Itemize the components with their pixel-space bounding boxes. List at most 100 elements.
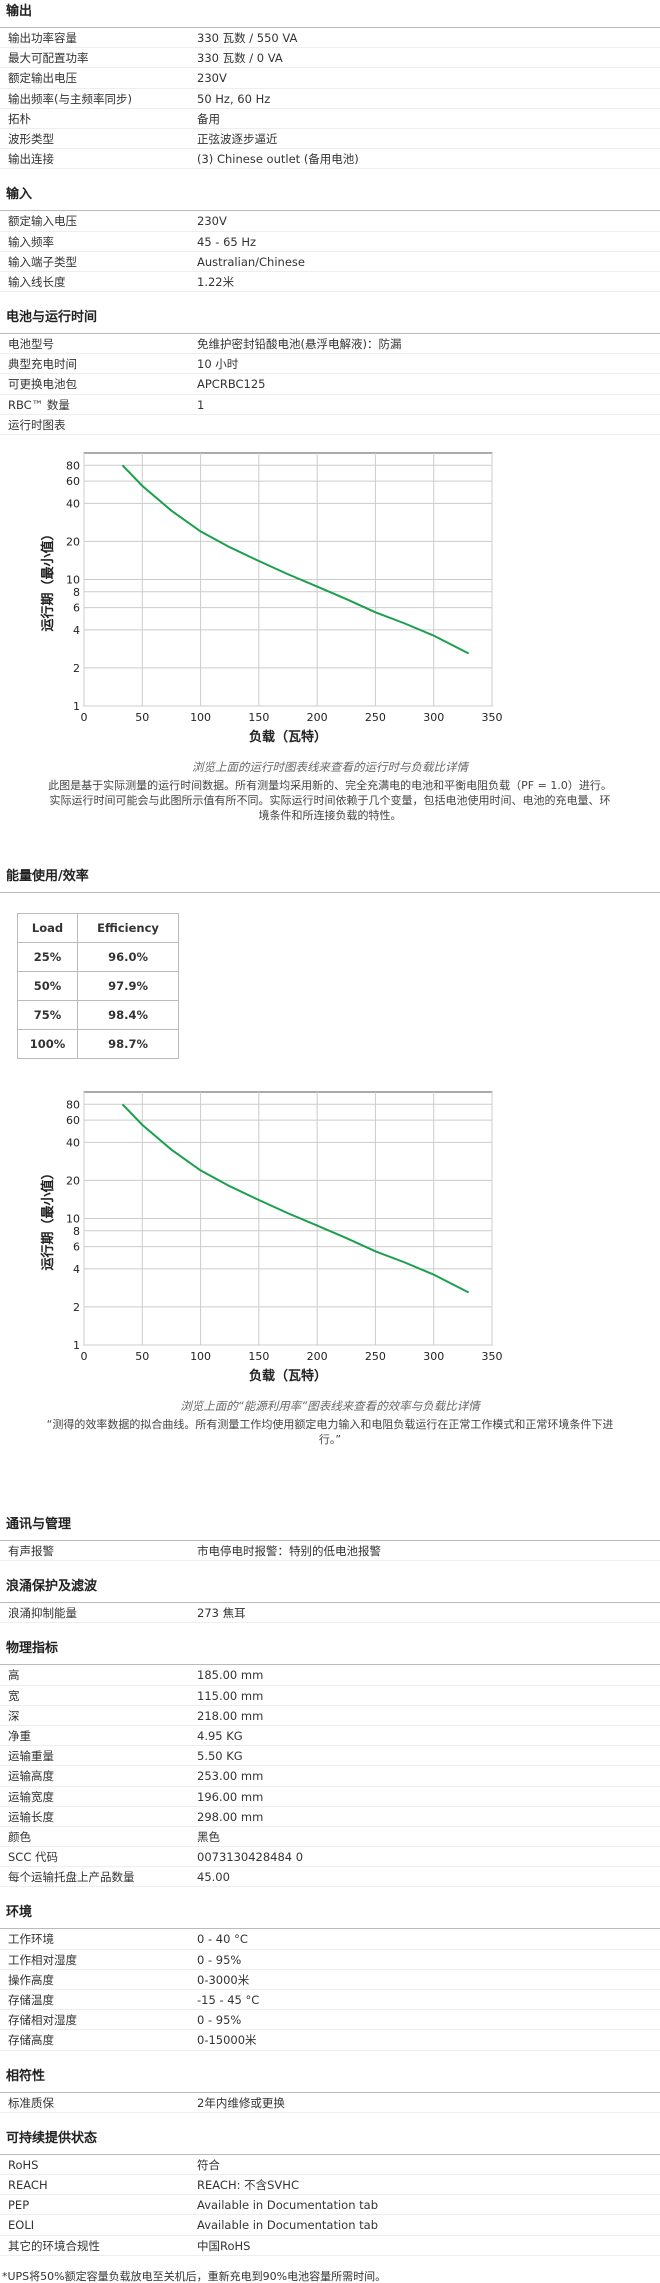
spec-value: 253.00 mm bbox=[197, 1769, 264, 1784]
spec-key: 输入线长度 bbox=[8, 274, 66, 289]
spec-key: 净重 bbox=[8, 1728, 31, 1743]
spec-row: 拓朴 备用 bbox=[0, 109, 660, 129]
spec-key: 额定输出电压 bbox=[8, 71, 77, 86]
y-tick-label: 2 bbox=[73, 662, 80, 675]
chart: 0 50 100 150 200 250 300 350 1 2 4 6 810 20 40 60 80 负载（瓦… bbox=[40, 452, 503, 745]
spec-key: 深 bbox=[8, 1708, 20, 1723]
x-tick-label: 100 bbox=[190, 1350, 211, 1363]
x-tick-label: 300 bbox=[423, 711, 444, 724]
spec-value: 230V bbox=[197, 71, 227, 86]
spec-row: 可更换电池包 APCRBC125 bbox=[0, 374, 660, 395]
spec-value: 中国RoHS bbox=[197, 2238, 251, 2253]
spec-value: 符合 bbox=[197, 2157, 220, 2172]
x-axis-label: 负载（瓦特） bbox=[249, 1368, 327, 1384]
section: 可持续提供状态 RoHS 符合 REACH REACH: 不含SVHC PEP Availa… bbox=[0, 2127, 660, 2256]
section: 物理指标高 185.00 mm 宽 115.00 mm 深 218.00 mm 净重 4.95… bbox=[0, 1637, 660, 1888]
spec-key: 标准质保 bbox=[8, 2095, 54, 2110]
table-cell: 98.4% bbox=[77, 1000, 179, 1030]
spec-row: 存储温度 -15 - 45 °C bbox=[0, 1990, 660, 2011]
spec-value: Available in Documentation tab bbox=[197, 2218, 379, 2233]
chart-note: 此图是基于实际测量的运行时间数据。所有测量均采用新的、完全充满电的电池和平衡电阻… bbox=[48, 779, 612, 822]
spec-value: -15 - 45 °C bbox=[197, 1993, 260, 2007]
spec-value: 备用 bbox=[197, 111, 220, 126]
section-title: 电池与运行时间 bbox=[0, 306, 660, 335]
table-row: 25% 96.0% bbox=[16, 942, 179, 972]
x-tick-label: 0 bbox=[81, 1350, 88, 1363]
spec-row: 净重 4.95 KG bbox=[0, 1726, 660, 1747]
line bbox=[121, 464, 470, 655]
spec-key: 高 bbox=[8, 1668, 20, 1683]
spec-value: 0073130428484 0 bbox=[197, 1850, 304, 1865]
spec-key: 宽 bbox=[8, 1688, 20, 1703]
spec-key: RoHS bbox=[8, 2157, 39, 2172]
spec-value: Available in Documentation tab bbox=[197, 2198, 379, 2213]
spec-value: 5.50 KG bbox=[197, 1749, 243, 1764]
spec-row: 运行时图表 bbox=[0, 415, 660, 435]
spec-key: 拓朴 bbox=[8, 111, 31, 126]
spec-row: 运输宽度 196.00 mm bbox=[0, 1787, 660, 1807]
spec-row: 宽 115.00 mm bbox=[0, 1686, 660, 1706]
spec-key: 每个运输托盘上产品数量 bbox=[8, 1870, 135, 1885]
table-cell: 97.9% bbox=[77, 971, 179, 1001]
spec-row: 输入频率 45 - 65 Hz bbox=[0, 232, 660, 252]
y-tick-label: 6 bbox=[73, 1241, 80, 1254]
y-axis-label: 运行期（最小值） bbox=[40, 1166, 56, 1270]
spec-value: 50 Hz, 60 Hz bbox=[197, 91, 271, 106]
spec-row: 存储高度 0-15000米 bbox=[0, 2030, 660, 2051]
section-title: 输入 bbox=[0, 183, 660, 212]
spec-value: 218.00 mm bbox=[197, 1708, 264, 1723]
spec-key: 存储温度 bbox=[8, 1993, 54, 2007]
spec-value: (3) Chinese outlet (备用电池) bbox=[197, 152, 359, 167]
table-cell: 50% bbox=[16, 971, 79, 1001]
spec-row: 电池型号 免维护密封铅酸电池(悬浮电解液)：防漏 bbox=[0, 334, 660, 355]
y-tick-label: 10 bbox=[66, 574, 80, 587]
spec-row: 波形类型 正弦波逐步逼近 bbox=[0, 129, 660, 150]
y-tick-label: 2 bbox=[73, 1301, 80, 1314]
y-tick-label: 80 bbox=[66, 459, 80, 472]
table-row: 75% 98.4% bbox=[16, 1000, 179, 1030]
y-tick-label: 8 bbox=[73, 586, 80, 599]
section: 环境 工作环境 0 - 40 °C 工作相对湿度 0 - 95% 操作高度 0-3000米存… bbox=[0, 1901, 660, 2051]
spec-key: 存储高度 bbox=[8, 2033, 54, 2048]
y-tick-label: 4 bbox=[73, 624, 80, 637]
spec-value: 0 - 40 °C bbox=[197, 1932, 248, 1947]
section-title: 浪涌保护及滤波 bbox=[0, 1575, 660, 1604]
y-tick-label: 20 bbox=[66, 535, 80, 548]
spec-value: 0 - 95% bbox=[197, 2013, 242, 2028]
spec-key: 输出频率(与主频率同步) bbox=[8, 91, 132, 106]
table-cell: 98.7% bbox=[77, 1029, 179, 1059]
spec-key: 运输长度 bbox=[8, 1809, 54, 1824]
spec-key: 运输重量 bbox=[8, 1749, 54, 1764]
spec-row: 典型充电时间 10 小时 bbox=[0, 354, 660, 375]
x-tick-label: 0 bbox=[81, 711, 88, 724]
spec-key: RBC™ 数量 bbox=[8, 397, 70, 412]
spec-key: 电池型号 bbox=[8, 337, 54, 352]
y-tick-label: 60 bbox=[66, 475, 80, 488]
section-title: 相符性 bbox=[0, 2065, 660, 2093]
header-cell: Load bbox=[16, 913, 79, 943]
spec-row: 标准质保 2年内维修或更换 bbox=[0, 2093, 660, 2113]
spec-row: 输入端子类型 Australian/Chinese bbox=[0, 252, 660, 272]
spec-row: 深 218.00 mm bbox=[0, 1706, 660, 1726]
spec-value: 0 - 95% bbox=[197, 1952, 242, 1967]
spec-key: 工作环境 bbox=[8, 1932, 54, 1947]
spec-value: 黑色 bbox=[197, 1829, 220, 1844]
x-tick-label: 350 bbox=[482, 1350, 503, 1363]
spec-key: 浪涌抑制能量 bbox=[8, 1606, 77, 1621]
spec-value: REACH: 不含SVHC bbox=[197, 2177, 299, 2192]
spec-row: 额定输出电压 230V bbox=[0, 68, 660, 89]
section-title: 物理指标 bbox=[0, 1637, 660, 1666]
efficiency-table: Load Efficiency 25% 96.0% 50% 97.9% 75% 98.4% 10… bbox=[16, 913, 179, 1059]
table-cell: 96.0% bbox=[77, 942, 179, 972]
spec-key: 可更换电池包 bbox=[8, 377, 77, 392]
x-tick-label: 200 bbox=[307, 1350, 328, 1363]
x-tick-label: 100 bbox=[190, 711, 211, 724]
spec-row: 输入线长度 1.22米 bbox=[0, 272, 660, 293]
spec-key: EOLI bbox=[8, 2218, 35, 2233]
spec-value: 45 - 65 Hz bbox=[197, 234, 257, 249]
spec-row: EOLI Available in Documentation tab bbox=[0, 2215, 660, 2236]
spec-value: 273 焦耳 bbox=[197, 1606, 246, 1621]
y-axis-label: 运行期（最小值） bbox=[40, 527, 56, 631]
spec-value: 4.95 KG bbox=[197, 1728, 243, 1743]
